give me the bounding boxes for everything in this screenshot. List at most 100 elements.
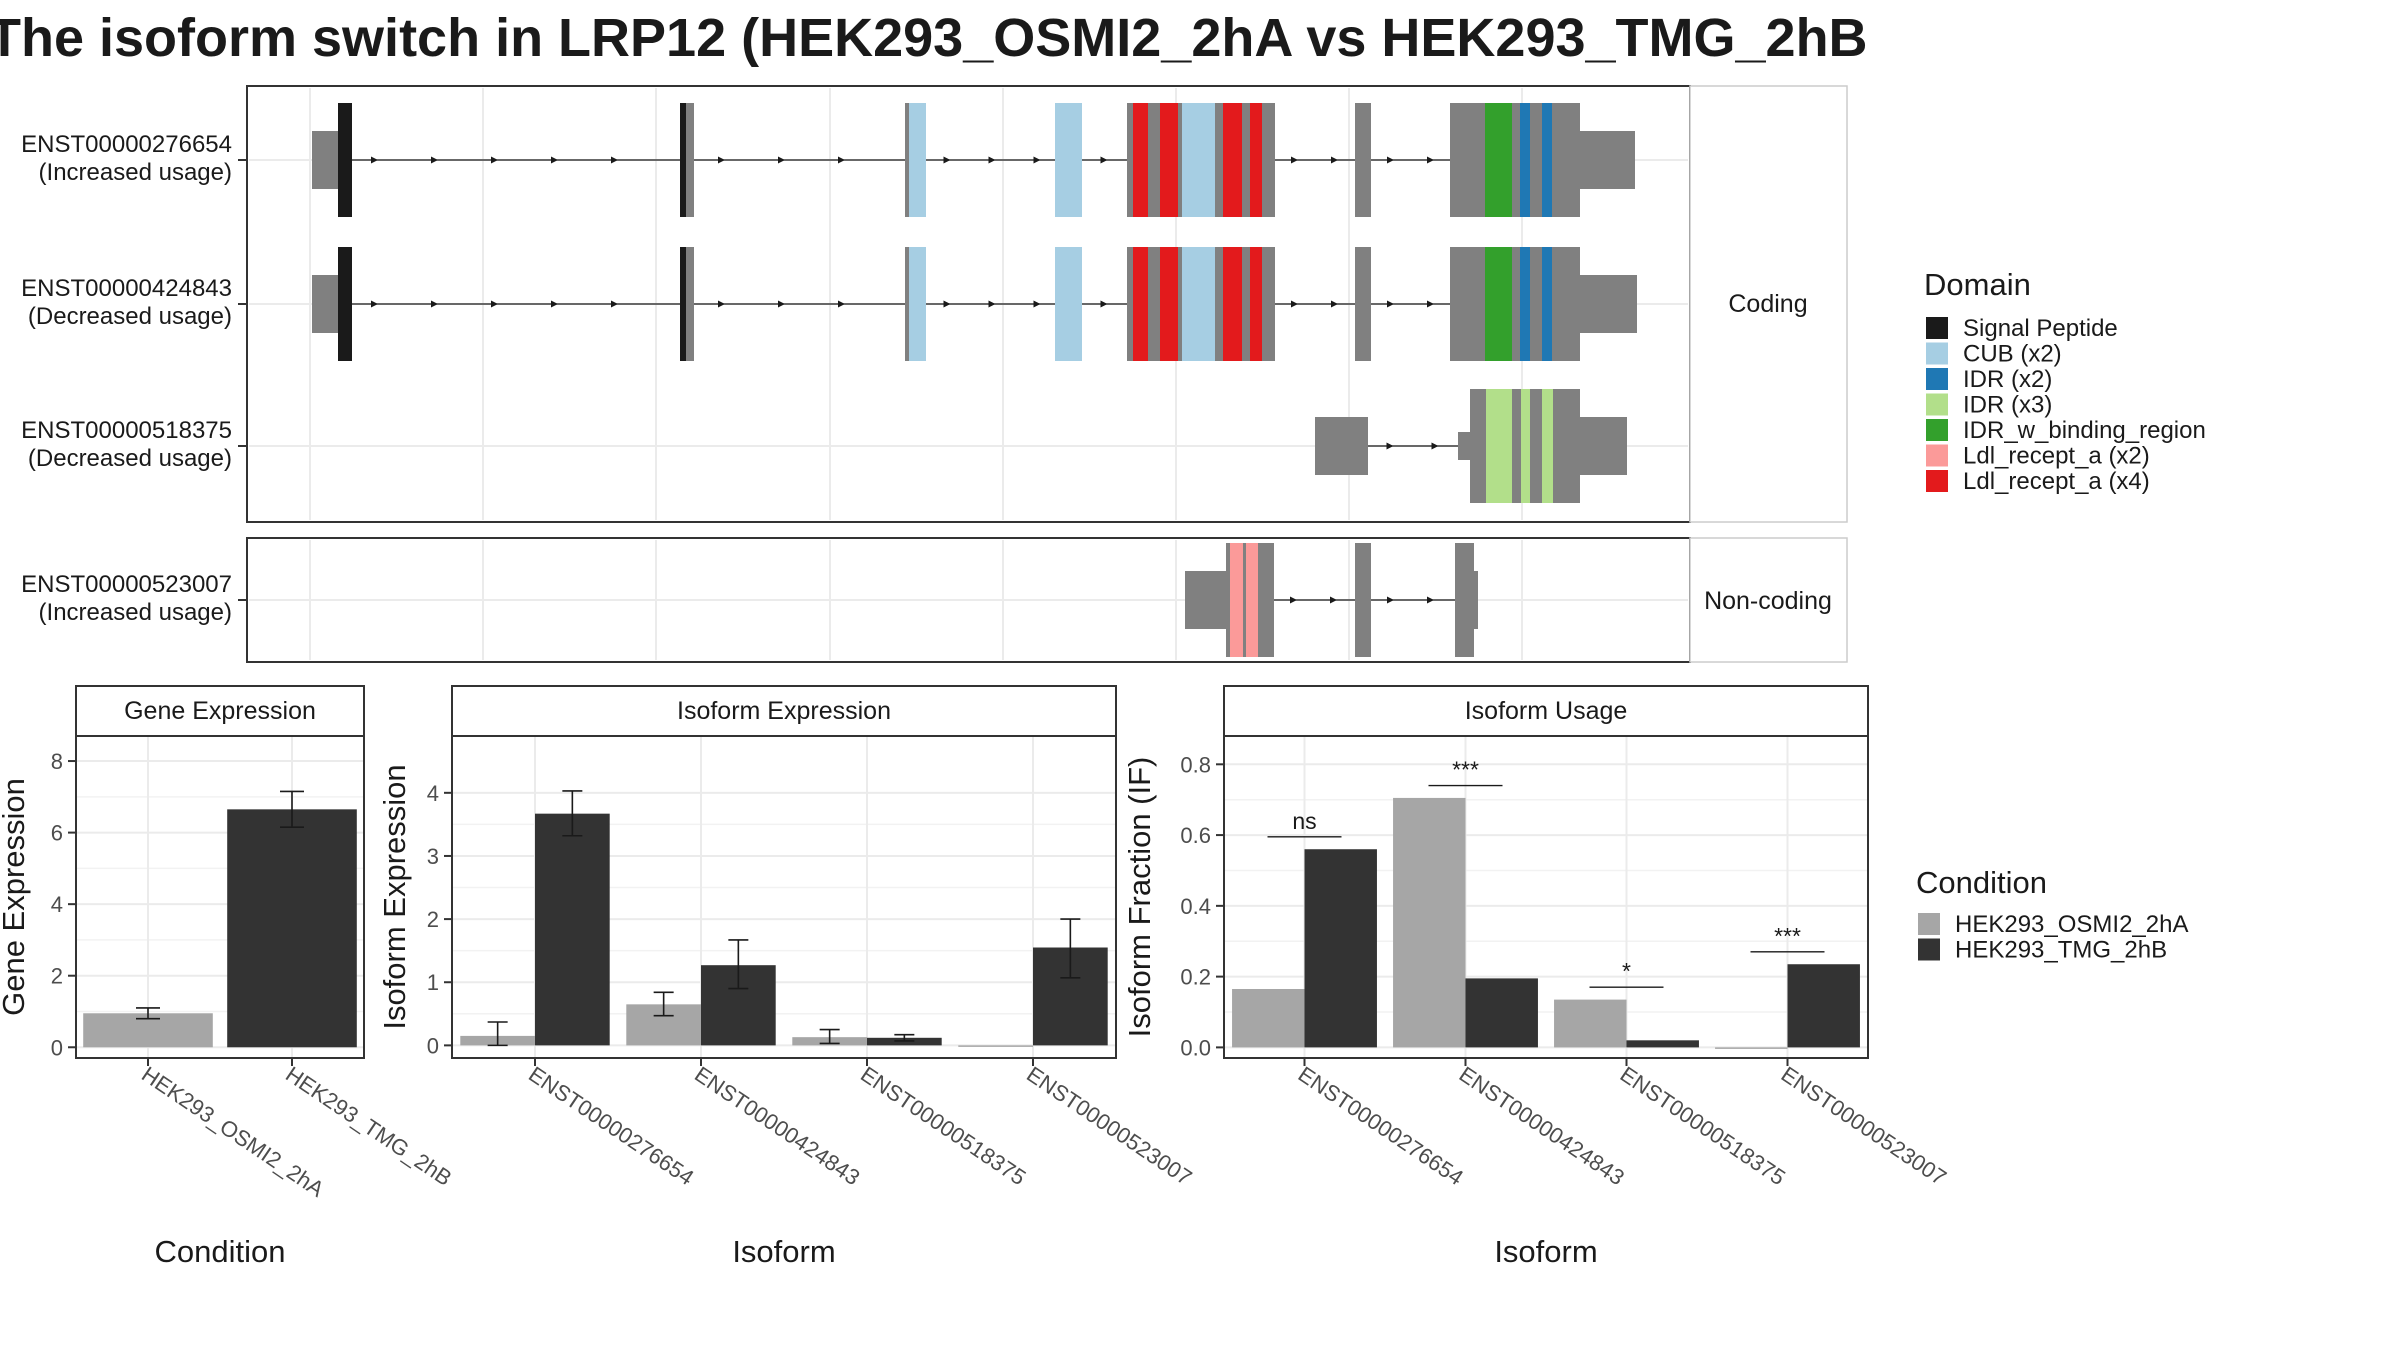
chart-y-tick-label: 2 (427, 907, 439, 932)
chart-title: Gene Expression (124, 697, 316, 725)
facet-label-noncoding: Non-coding (1704, 587, 1832, 615)
intron-arrow (1387, 596, 1394, 604)
chart-y-tick-label: 0 (427, 1033, 439, 1058)
exon-block (1521, 389, 1530, 503)
chart-panel: Isoform Usage0.00.20.40.60.8ns*******ENS… (1122, 685, 1951, 1269)
chart-y-tick-label: 0.6 (1180, 823, 1211, 848)
chart-bar (1787, 964, 1860, 1048)
intron-arrow (1386, 442, 1394, 450)
chart-error-bar (280, 790, 304, 829)
intron-arrow (1387, 156, 1394, 164)
domain-legend-label: IDR (x2) (1963, 366, 2052, 393)
intron-arrow (551, 156, 558, 164)
exon-block (1542, 389, 1553, 503)
chart-title: Isoform Expression (677, 697, 891, 725)
intron-arrow (431, 300, 438, 308)
domain-legend-swatch (1926, 470, 1948, 492)
exon-block (1580, 275, 1637, 333)
chart-strip (75, 685, 365, 737)
intron-arrow (988, 156, 996, 164)
chart-y-axis-title: Isoform Expression (377, 764, 412, 1029)
exon-block (1355, 543, 1371, 657)
intron-arrow (718, 156, 725, 164)
exon-block (1485, 247, 1512, 361)
intron-arrow (1427, 596, 1434, 604)
chart-error-bar (562, 790, 583, 837)
chart-error-bar (894, 1033, 915, 1042)
chart-error-bar (487, 1021, 508, 1047)
facet-strip-noncoding (1689, 537, 1848, 663)
exon-block (1580, 417, 1627, 475)
chart-y-axis-title: Isoform Fraction (IF) (1122, 757, 1157, 1038)
exon-block (1230, 543, 1243, 657)
exon-block (1250, 103, 1262, 217)
chart-x-tick-label: ENST00000276654 (524, 1061, 698, 1190)
facet-label-coding: Coding (1728, 290, 1807, 318)
chart-bar (958, 1045, 1033, 1047)
condition-legend-swatch (1918, 938, 1940, 961)
intron-arrow (838, 300, 845, 308)
exon-block (1458, 432, 1470, 460)
chart-significance-label: * (1622, 958, 1631, 984)
chart-strip (1223, 685, 1869, 737)
domain-legend-label: Ldl_recept_a (x2) (1963, 443, 2150, 470)
chart-x-tick-label: ENST00000523007 (1777, 1061, 1951, 1190)
exon-block (1520, 103, 1530, 217)
condition-legend-label: HEK293_TMG_2hB (1955, 937, 2167, 964)
intron-arrow (611, 156, 618, 164)
exon-block (1485, 103, 1512, 217)
intron-arrow (1033, 156, 1041, 164)
chart-bar (1304, 849, 1377, 1048)
intron-arrow (1100, 156, 1108, 164)
chart-panel: Isoform Expression01234ENST00000276654EN… (377, 685, 1196, 1269)
exon-block (1542, 247, 1552, 361)
exon-block (905, 103, 926, 217)
transcript-usage-label: (Increased usage) (39, 599, 232, 626)
intron-arrow (1331, 156, 1338, 164)
intron-arrow (778, 156, 785, 164)
intron-arrow (1387, 300, 1394, 308)
exon-block (1246, 543, 1258, 657)
chart-significance-label: *** (1452, 757, 1479, 783)
condition-legend-label: HEK293_OSMI2_2hA (1955, 911, 2188, 938)
chart-panel-border (451, 735, 1117, 1059)
intron-arrow (1331, 300, 1338, 308)
expression-charts: Gene Expression02468HEK293_OSMI2_2hAHEK2… (0, 685, 1951, 1269)
chart-y-tick-label: 2 (51, 964, 63, 989)
exon-block (1542, 103, 1552, 217)
domain-legend-swatch (1926, 393, 1948, 416)
chart-x-tick-label: ENST00000276654 (1294, 1061, 1468, 1190)
exon-block (1520, 247, 1530, 361)
intron-arrow (718, 300, 725, 308)
chart-x-tick-label: ENST00000523007 (1022, 1061, 1196, 1190)
exon-block (1182, 247, 1215, 361)
domain-legend-swatch (1926, 419, 1948, 441)
intron-arrow (943, 300, 951, 308)
domain-legend-swatch (1926, 444, 1948, 467)
intron-arrow (1431, 442, 1439, 450)
chart-panel-border (1223, 735, 1869, 1059)
chart-error-bar (136, 1007, 160, 1020)
chart-x-tick-label: ENST00000518375 (1616, 1061, 1790, 1190)
chart-x-axis-title: Isoform (732, 1234, 835, 1269)
exon-block (1315, 417, 1368, 475)
exon-block (338, 247, 352, 361)
chart-y-tick-label: 0.0 (1180, 1035, 1211, 1060)
exon-block (338, 103, 352, 217)
intron-arrow (551, 300, 558, 308)
exon-block (1474, 571, 1478, 629)
domain-legend-title: Domain (1924, 267, 2031, 302)
domain-legend-swatch (1926, 317, 1948, 339)
intron-arrow (371, 156, 378, 164)
transcript-usage-label: (Decreased usage) (28, 445, 232, 472)
intron-arrow (838, 156, 845, 164)
intron-arrow (1330, 596, 1337, 604)
chart-y-tick-label: 4 (51, 892, 63, 917)
exon-block (1055, 103, 1082, 217)
condition-legend-title: Condition (1916, 865, 2047, 900)
figure-title: The isoform switch in LRP12 (HEK293_OSMI… (0, 8, 1868, 68)
chart-error-bar (653, 991, 674, 1017)
chart-bar (1715, 1047, 1788, 1049)
